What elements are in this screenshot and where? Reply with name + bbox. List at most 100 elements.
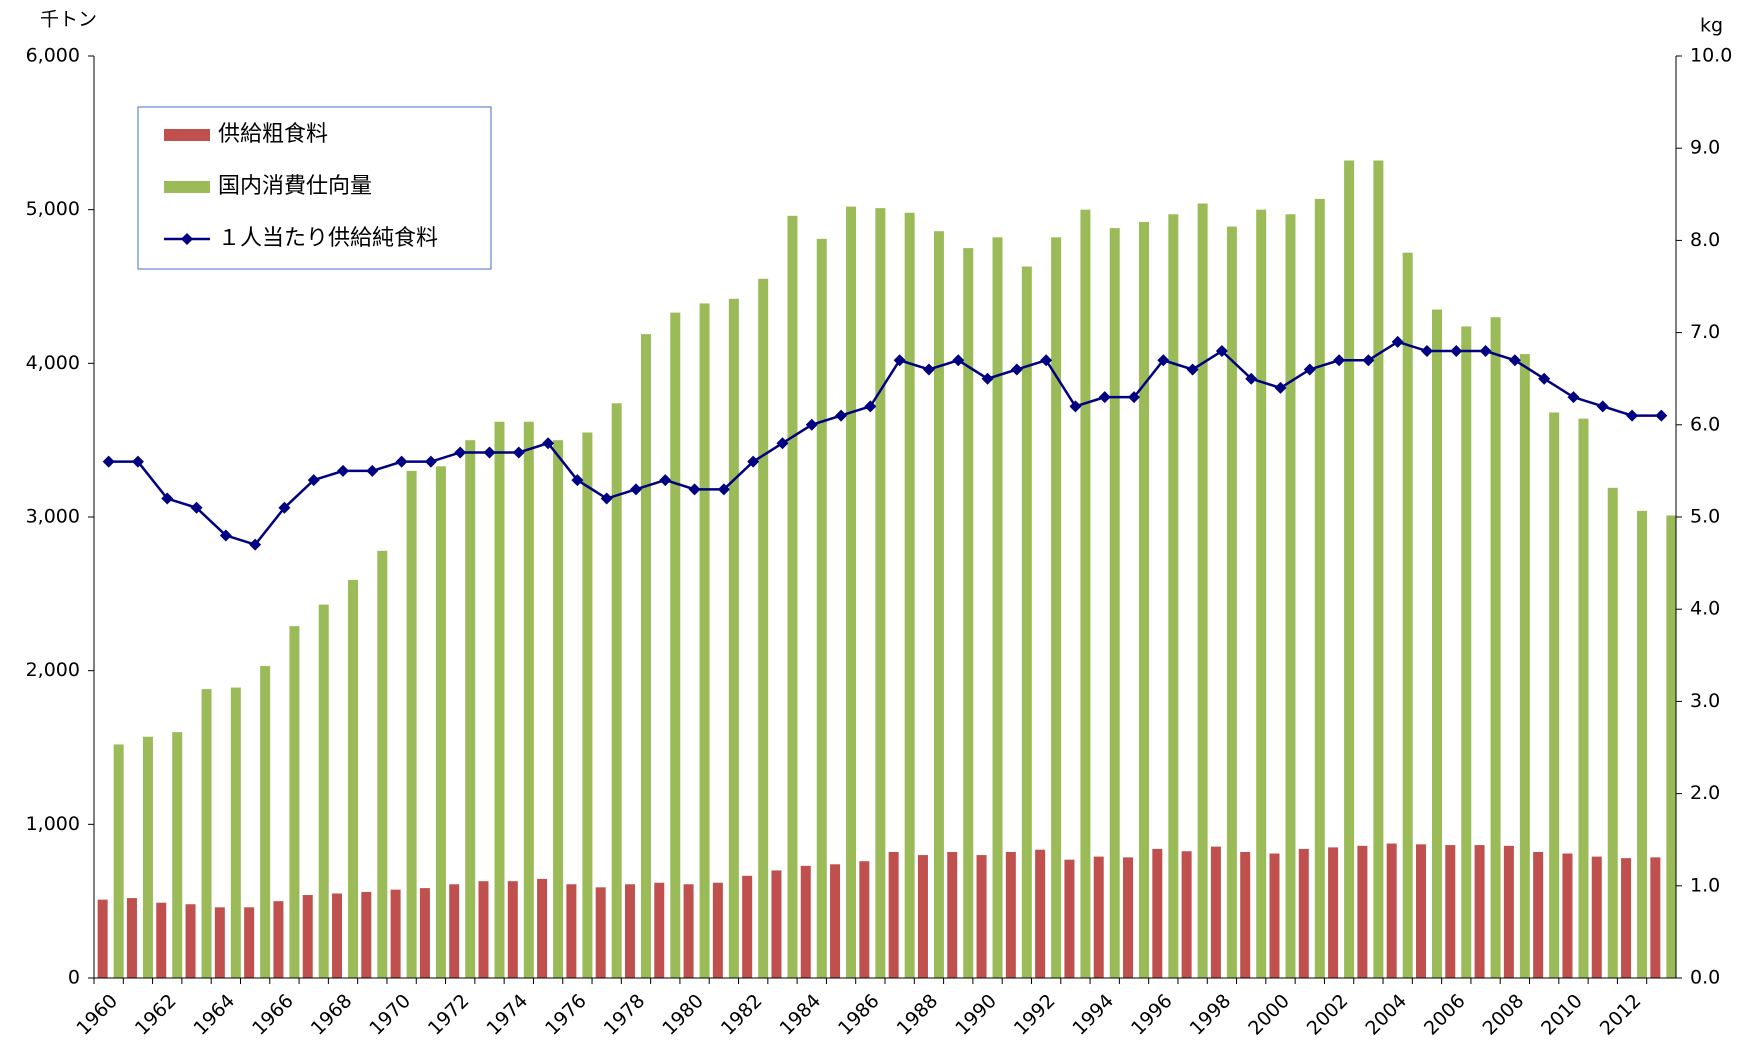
legend-swatch [164,129,210,141]
bar [699,303,710,978]
y-axis-unit: 千トン [40,9,97,31]
x-tick-label: 1994 [1068,990,1118,1040]
bar [1461,326,1472,978]
bar [1373,160,1384,978]
bar [1123,857,1134,978]
x-tick-label: 1992 [1010,990,1060,1040]
marker [747,455,760,468]
marker [1479,345,1492,358]
bar [582,432,593,978]
bar [917,855,928,978]
marker [454,446,467,459]
marker [1362,354,1375,367]
marker [307,474,320,487]
bar [523,421,534,978]
legend-swatch [164,181,210,193]
bar [1650,857,1661,978]
bar [201,689,212,978]
marker [805,418,818,431]
x-tick-label: 1978 [600,990,650,1040]
marker [512,446,525,459]
x-tick-label: 2010 [1537,990,1587,1040]
bar [816,238,827,978]
bar [1035,849,1046,978]
bar [1093,856,1104,978]
marker [1098,391,1111,404]
bar [947,851,958,978]
marker [161,492,174,505]
y2-tick-label: 10.0 [1690,45,1732,67]
marker [1538,372,1551,385]
x-tick-label: 1962 [131,990,181,1040]
legend-label: 国内消費仕向量 [218,174,372,199]
marker [688,483,701,496]
x-tick-label: 1982 [717,990,767,1040]
bar [1621,858,1632,978]
legend-marker [181,233,193,245]
x-tick-label: 1998 [1186,990,1236,1040]
bar [566,884,577,978]
x-tick-label: 2006 [1420,990,1470,1040]
marker [278,501,291,514]
bar [1210,846,1221,978]
marker [1215,345,1228,358]
x-tick-label: 2008 [1479,990,1529,1040]
x-tick-label: 1966 [248,990,298,1040]
marker [1069,400,1082,413]
y-tick-label: 1,000 [26,813,80,835]
marker [1274,381,1287,394]
bar [507,881,518,978]
marker [395,455,408,468]
y-tick-label: 3,000 [26,506,80,528]
bar [1269,853,1280,978]
marker [1567,391,1580,404]
bar [728,298,739,978]
bar [992,237,1003,978]
bar [1051,237,1062,978]
bar [1168,214,1179,978]
bar [1064,859,1075,978]
bar [1591,856,1602,978]
marker [1420,345,1433,358]
marker [776,437,789,450]
bar [683,884,694,978]
marker [1450,345,1463,358]
x-tick-label: 1986 [834,990,884,1040]
marker [864,400,877,413]
bar [1386,843,1397,978]
bar [1314,198,1325,978]
bar [712,882,723,978]
marker [893,354,906,367]
bar [963,248,974,979]
bar [758,278,769,979]
marker [542,437,555,450]
x-tick-label: 1960 [72,990,122,1040]
bar [800,865,811,978]
bar [1445,845,1456,978]
bar [611,403,622,979]
y-tick-label: 0 [68,967,80,989]
x-tick-label: 1990 [951,990,1001,1040]
bar [859,861,870,978]
x-tick-label: 2012 [1596,990,1646,1040]
bar [1197,203,1208,978]
x-tick-label: 2004 [1361,990,1411,1040]
bar [348,580,359,978]
marker [1655,409,1668,422]
x-tick-label: 1980 [658,990,708,1040]
bar [126,898,137,978]
bar [1285,214,1296,978]
bar [1181,851,1192,978]
marker [1626,409,1639,422]
y2-tick-label: 2.0 [1690,782,1720,804]
y2-tick-label: 3.0 [1690,690,1720,712]
x-tick-label: 2000 [1244,990,1294,1040]
bar [172,732,183,978]
bar [1415,844,1426,978]
bar [156,902,167,978]
bar [1431,309,1442,978]
marker [1010,363,1023,376]
bar [185,904,196,978]
bar [1240,851,1251,978]
